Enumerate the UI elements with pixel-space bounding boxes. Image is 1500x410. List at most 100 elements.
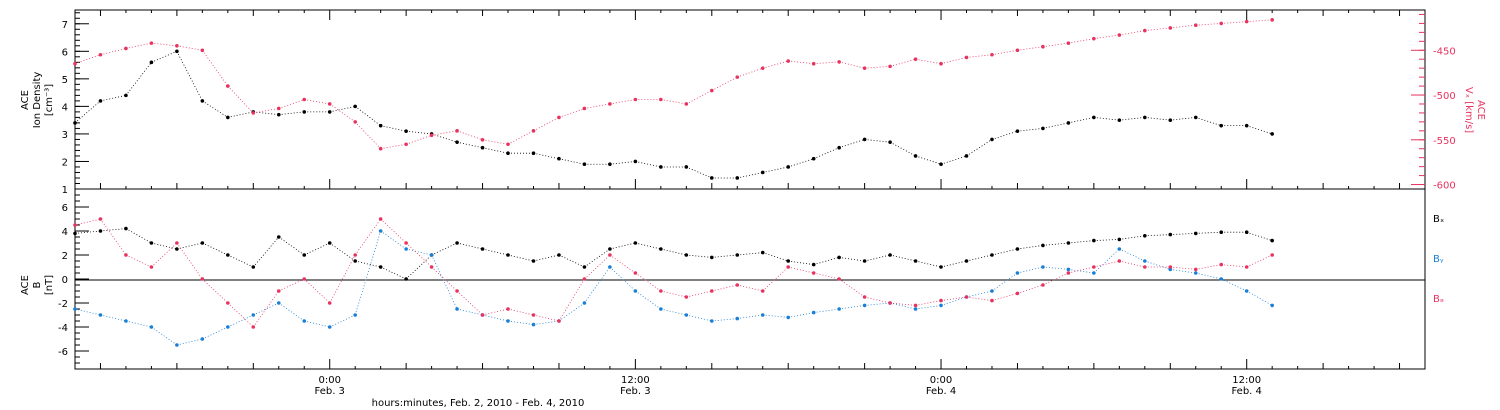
by-series-point — [811, 310, 816, 315]
bx-series-trace — [1195, 231, 1222, 234]
vx-series-point — [1168, 26, 1173, 30]
vx-series-trace — [1144, 27, 1171, 31]
by-series-trace — [660, 308, 687, 316]
x-tick-time-label: 12:00 — [1232, 375, 1261, 386]
bx-series-trace — [711, 254, 738, 258]
density-series-point — [1193, 115, 1198, 120]
by-series-trace — [304, 320, 330, 328]
by-series-trace — [686, 314, 712, 322]
by-series-trace — [966, 290, 993, 298]
by-series-trace — [456, 308, 483, 316]
bx-series-trace — [100, 228, 126, 232]
by-series-trace — [788, 312, 814, 318]
density-series-trace — [762, 166, 789, 173]
bx-series-point — [1219, 230, 1224, 234]
vx-ylabel-line2: Vₓ [km/s] — [1463, 87, 1474, 133]
b-tick-label: -4 — [58, 323, 68, 334]
by-series-trace — [176, 338, 203, 346]
bx-series-trace — [278, 236, 305, 256]
bz-series-trace — [915, 300, 942, 306]
by-series-trace — [762, 314, 789, 318]
bz-series-trace — [838, 278, 865, 298]
b-tick-label: -2 — [58, 299, 68, 310]
by-series-point — [862, 303, 867, 308]
b-tick-label: 4 — [62, 227, 68, 238]
b-tick-label: 6 — [62, 203, 68, 214]
by-series-trace — [1195, 272, 1222, 280]
bx-series-trace — [584, 248, 611, 268]
vx-series-trace — [253, 108, 279, 114]
by-series-trace — [890, 302, 916, 310]
bz-series-trace — [354, 218, 381, 256]
b-ylabel: ACE B [nT] — [20, 275, 55, 295]
bx-series-trace — [890, 254, 916, 262]
vx-series-trace — [584, 103, 610, 109]
bz-series-trace — [176, 242, 203, 280]
x-tick-day-label: Feb. 4 — [1231, 386, 1261, 397]
vx-series-trace — [940, 57, 967, 65]
by-series-trace — [533, 320, 560, 325]
vx-series-trace — [1195, 23, 1222, 26]
by-series-trace — [991, 272, 1018, 292]
vx-series-trace — [125, 42, 152, 49]
bz-series-trace — [966, 296, 993, 301]
by-series — [73, 229, 1274, 347]
density-tick-label: 4 — [62, 102, 68, 113]
bz-series-trace — [890, 302, 916, 306]
density-series-trace — [227, 111, 254, 118]
density-ylabel-line2: Ion Density — [32, 72, 43, 129]
by-series-trace — [1246, 290, 1273, 306]
bx-series-trace — [74, 230, 101, 234]
density-ylabel-line3: [cm⁻³] — [44, 84, 55, 116]
density-series-trace — [456, 141, 483, 149]
bx-series-trace — [609, 242, 636, 250]
bx-series-trace — [507, 254, 534, 262]
vx-series-trace — [1170, 24, 1196, 29]
legend-bx: Bₓ — [1433, 214, 1444, 225]
bx-series-trace — [839, 257, 865, 262]
bx-series-trace — [660, 248, 687, 256]
bz-series-trace — [1195, 264, 1222, 270]
by-series-trace — [151, 326, 178, 346]
bx-series-trace — [1093, 239, 1120, 241]
bx-series-trace — [1042, 242, 1069, 246]
density-tick-label: 6 — [62, 47, 68, 58]
x-tick-day-label: Feb. 3 — [314, 386, 344, 397]
bz-series-trace — [507, 308, 534, 316]
x-tick-time-label: 0:00 — [930, 375, 952, 386]
by-series-trace — [737, 314, 763, 319]
b-ylabel-line2: B — [32, 281, 43, 288]
vx-series-trace — [176, 45, 203, 51]
bx-series-trace — [482, 248, 509, 256]
vx-series-trace — [1068, 38, 1094, 44]
density-series-trace — [1042, 122, 1069, 129]
bz-series-trace — [74, 218, 101, 226]
density-series-trace — [533, 152, 560, 160]
x-tick-time-label: 0:00 — [318, 375, 340, 386]
by-series-trace — [406, 248, 432, 256]
vx-tick-label: -450 — [1433, 46, 1456, 57]
bz-series-trace — [686, 290, 712, 298]
vx-series-trace — [482, 139, 509, 145]
vx-series-trace — [813, 61, 840, 65]
vx-series-trace — [1093, 34, 1120, 40]
bx-series-trace — [635, 242, 661, 250]
bx-series-trace — [991, 248, 1018, 256]
bx-series-trace — [329, 242, 356, 262]
bx-series-trace — [1119, 235, 1145, 240]
bx-series-trace — [1144, 234, 1171, 237]
bx-series-trace — [737, 252, 763, 256]
bx-series-trace — [686, 254, 712, 258]
density-tick-label: 7 — [62, 20, 68, 31]
by-series-point — [124, 319, 128, 323]
bx-series-trace — [1017, 245, 1043, 250]
by-series-point — [531, 322, 536, 327]
bz-series-trace — [1068, 266, 1094, 274]
by-series-trace — [1042, 266, 1069, 270]
legend-bz: Bₔ — [1433, 294, 1444, 305]
by-series-trace — [558, 302, 585, 322]
bz-series-point — [1270, 253, 1274, 257]
vx-series-trace — [1221, 21, 1247, 24]
by-series-trace — [1170, 269, 1196, 274]
